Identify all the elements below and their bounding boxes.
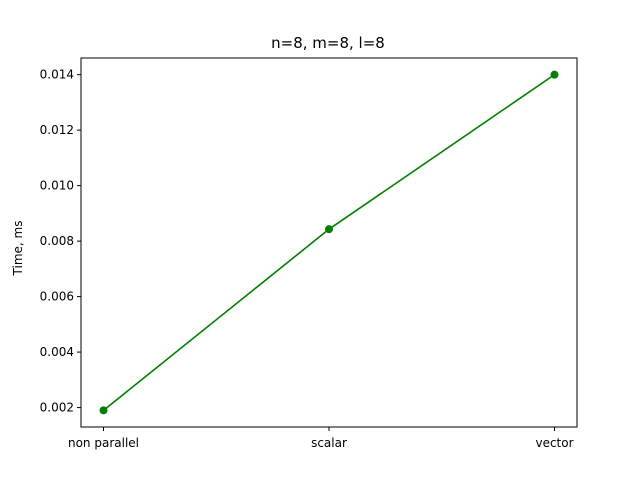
y-tick-label: 0.010 <box>40 179 74 193</box>
y-tick-label: 0.014 <box>40 68 74 82</box>
x-tick-label: scalar <box>311 436 347 450</box>
y-axis-ticks: 0.002 0.004 0.006 0.008 0.010 0.012 0.014 <box>40 68 81 415</box>
y-tick-label: 0.008 <box>40 234 74 248</box>
series-group <box>99 70 559 415</box>
x-tick-label: vector <box>535 436 573 450</box>
y-axis-label: Time, ms <box>11 221 25 277</box>
y-tick-label: 0.012 <box>40 123 74 137</box>
y-tick-label: 0.002 <box>40 401 74 415</box>
data-point-vector <box>550 70 559 79</box>
data-point-non-parallel <box>99 406 108 415</box>
x-tick-label: non parallel <box>68 436 139 450</box>
x-axis-ticks: non parallel scalar vector <box>68 427 574 450</box>
data-point-scalar <box>325 225 333 234</box>
y-tick-label: 0.006 <box>40 290 74 304</box>
plot-area-frame <box>80 57 578 428</box>
y-tick-label: 0.004 <box>40 345 74 359</box>
chart-title: n=8, m=8, l=8 <box>271 34 385 52</box>
